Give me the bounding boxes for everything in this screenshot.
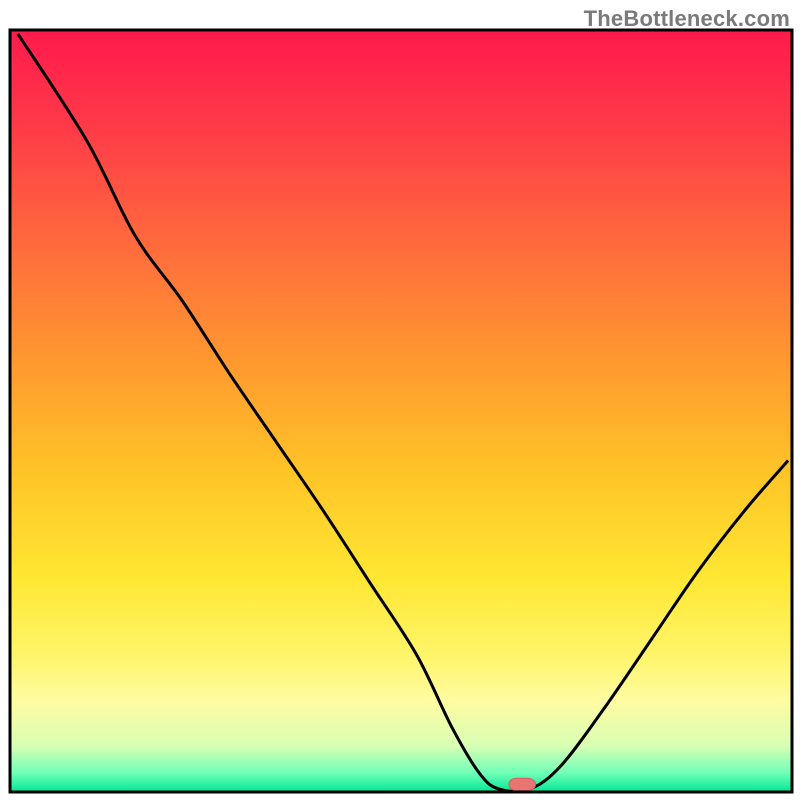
chart-background — [10, 30, 792, 792]
chart-container: TheBottleneck.com — [0, 0, 800, 800]
optimal-marker[interactable] — [509, 778, 536, 790]
bottleneck-chart — [0, 0, 800, 800]
watermark-text: TheBottleneck.com — [584, 6, 790, 32]
